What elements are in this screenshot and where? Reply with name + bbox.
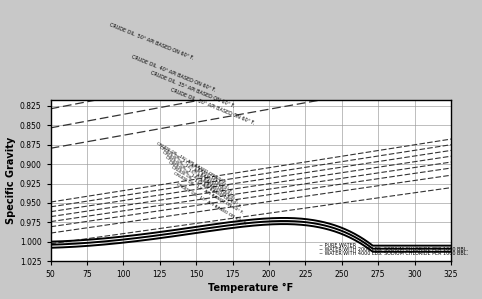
X-axis label: Temperature °F: Temperature °F [208,283,294,293]
Text: CRUDE OIL  17° API BASED ON 60° F.: CRUDE OIL 17° API BASED ON 60° F. [159,146,229,189]
Text: CRUDE OIL  13° API BASED ON 60° F.: CRUDE OIL 13° API BASED ON 60° F. [170,165,241,208]
Text: CRUDE OIL  18° API BASED ON 60° F.: CRUDE OIL 18° API BASED ON 60° F. [156,141,227,185]
Text: ~ PURE WATER: ~ PURE WATER [319,243,356,248]
Text: CRUDE OIL  16° API BASED ON 60° F.: CRUDE OIL 16° API BASED ON 60° F. [161,150,233,194]
Text: CRUDE OIL  10° API BASED ON 60° F.: CRUDE OIL 10° API BASED ON 60° F. [176,182,247,225]
Text: CRUDE OIL  35° API BASED ON 60° F.: CRUDE OIL 35° API BASED ON 60° F. [149,70,235,109]
Y-axis label: Specific Gravity: Specific Gravity [6,137,15,225]
Text: CRUDE OIL  15° API BASED ON 60° F.: CRUDE OIL 15° API BASED ON 60° F. [164,155,236,199]
Text: CRUDE OIL  12° API BASED ON 60° F.: CRUDE OIL 12° API BASED ON 60° F. [173,171,244,215]
Text: CRUDE OIL  14° API BASED ON 60° F.: CRUDE OIL 14° API BASED ON 60° F. [167,160,239,204]
Text: ~ WATER WITH 2000 LBS. SODIUM CHLORIDE PER 1000 BBL.: ~ WATER WITH 2000 LBS. SODIUM CHLORIDE P… [319,247,468,252]
Text: CRUDE OIL  40° API BASED ON 60° F.: CRUDE OIL 40° API BASED ON 60° F. [131,54,216,93]
Text: CRUDE OIL  50° API BASED ON 60° F.: CRUDE OIL 50° API BASED ON 60° F. [109,23,194,61]
Text: CRUDE OIL  30° API BASED ON 60° F.: CRUDE OIL 30° API BASED ON 60° F. [170,88,255,126]
Text: ~ WATER WITH 4000 LBS. SODIUM CHLORIDE PER 1000 BBL.: ~ WATER WITH 4000 LBS. SODIUM CHLORIDE P… [319,251,468,256]
